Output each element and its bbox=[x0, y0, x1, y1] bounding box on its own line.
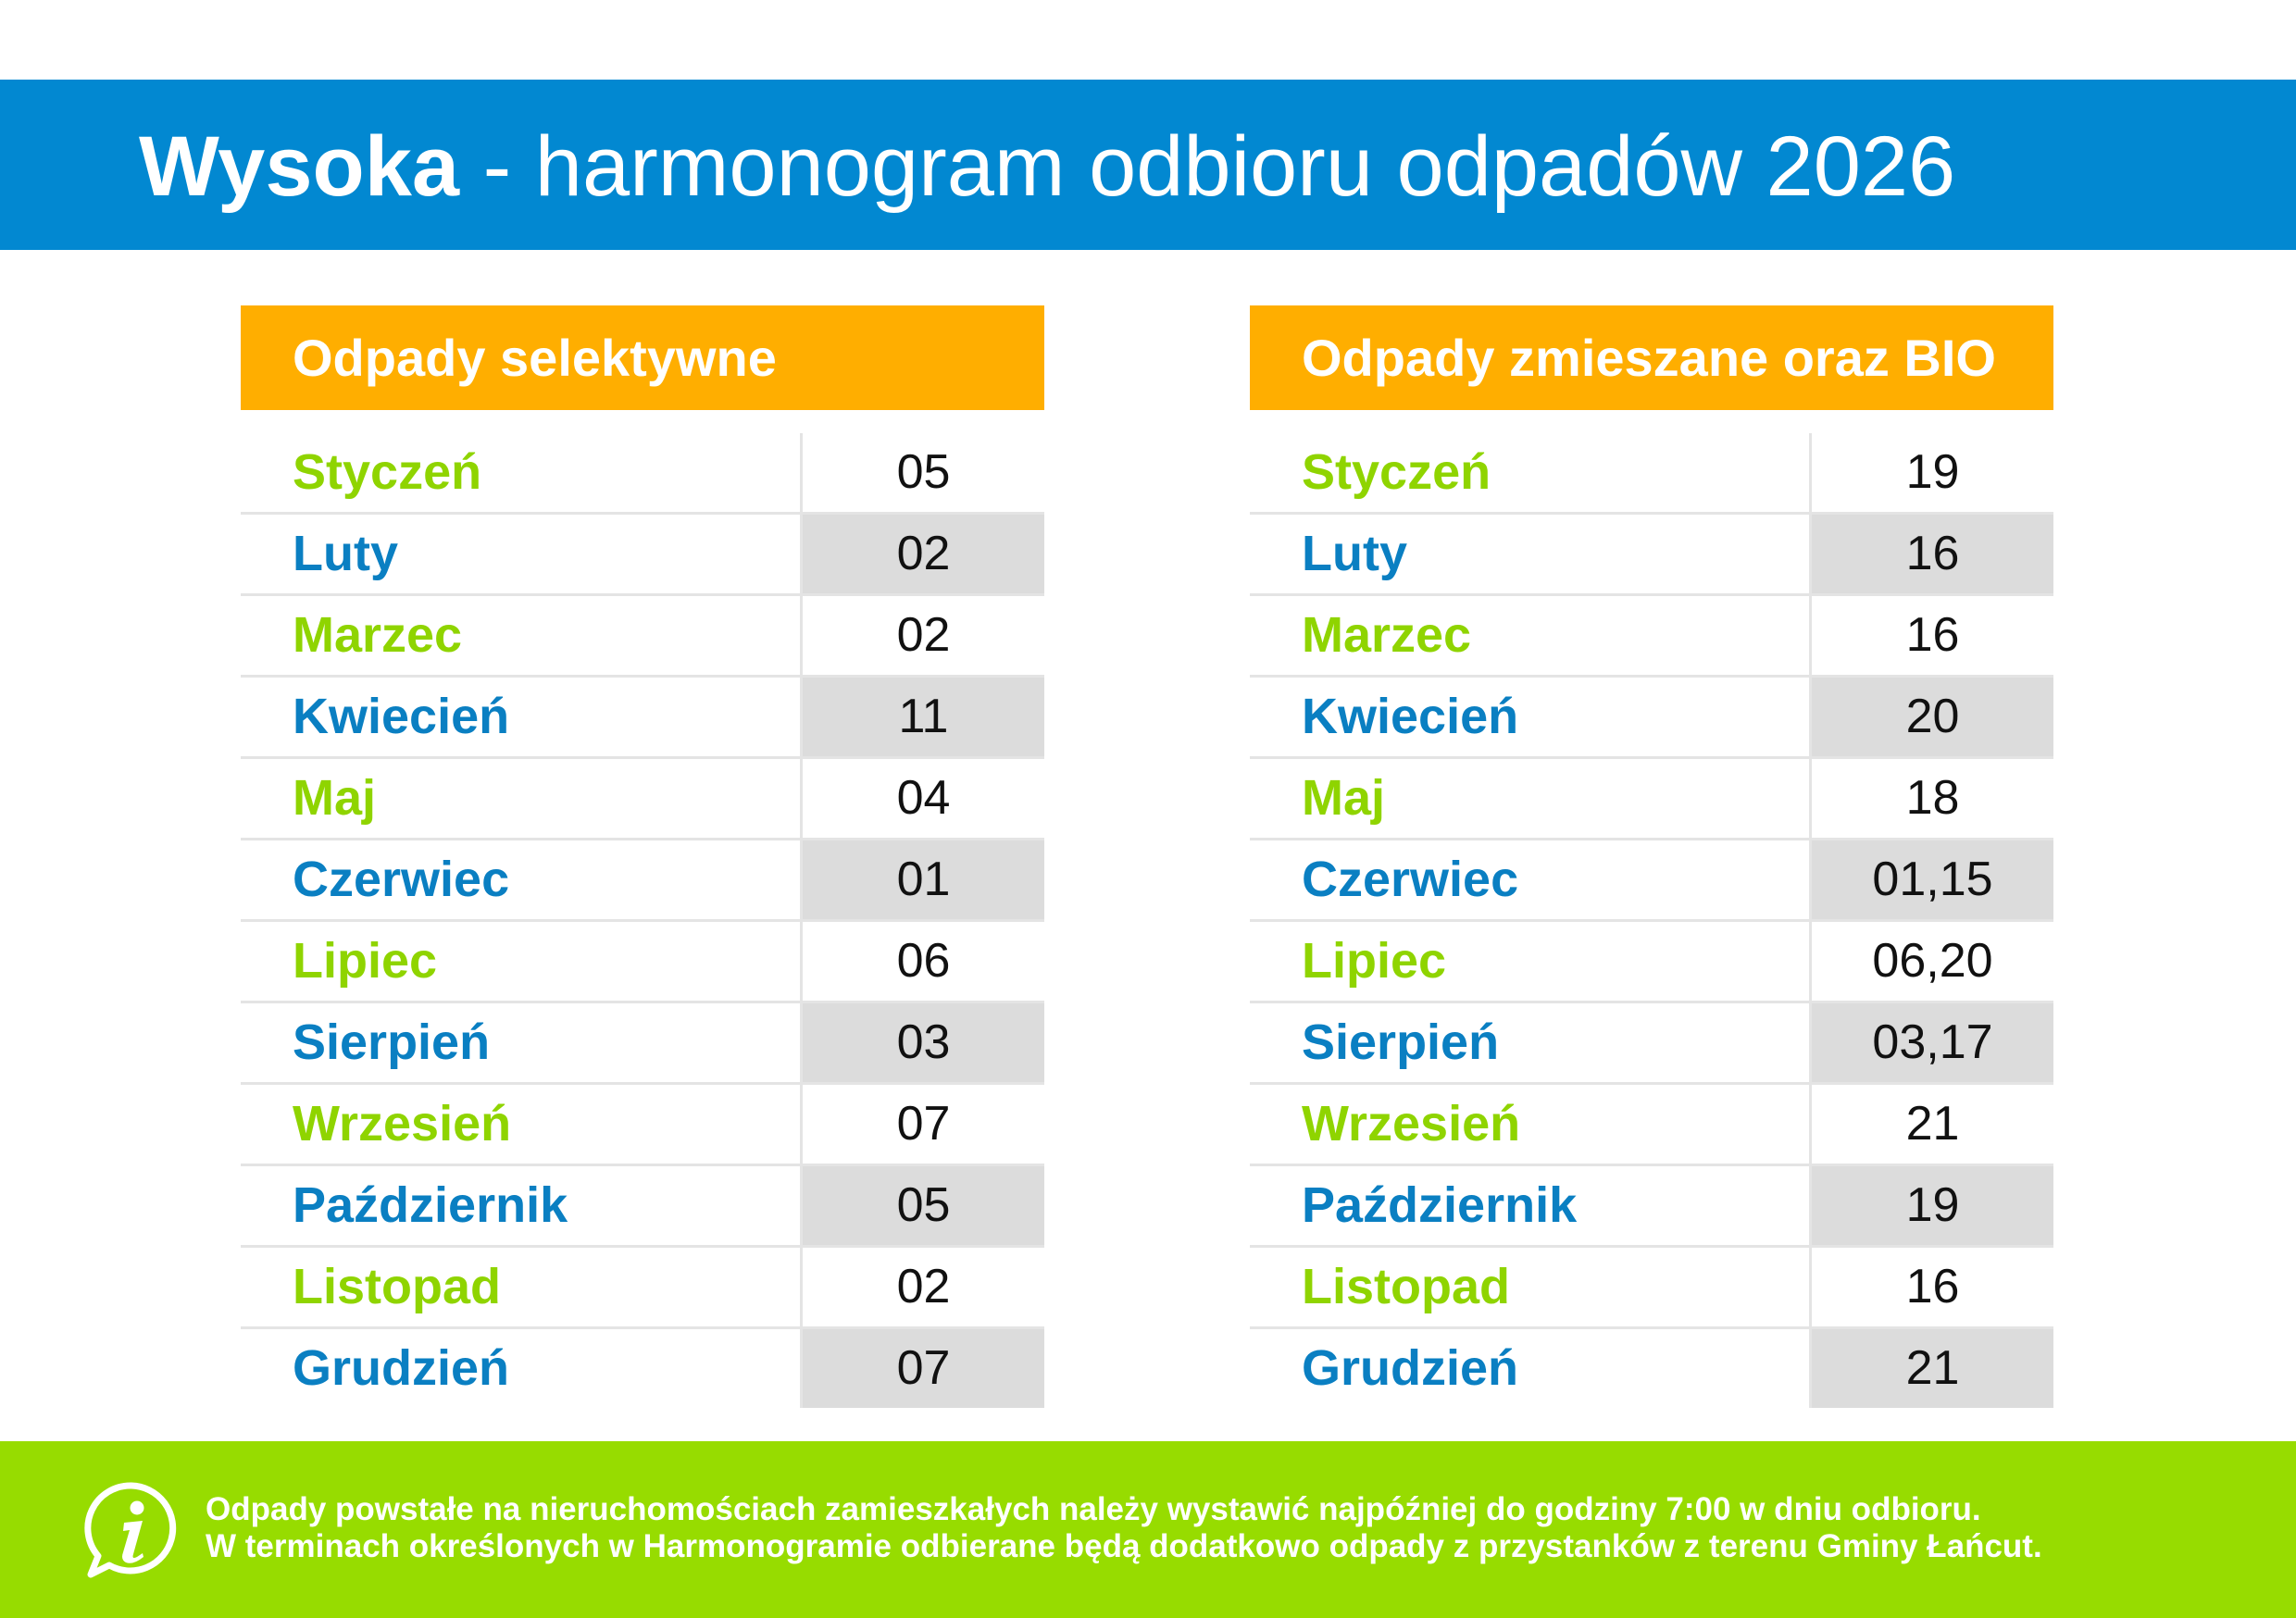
page-title-rest: - harmonogram odbioru odpadów 2026 bbox=[459, 119, 1956, 214]
month-cell: Maj bbox=[293, 770, 377, 826]
table-row: Marzec 02 bbox=[241, 596, 1044, 678]
date-cell: 21 bbox=[1809, 1329, 2053, 1408]
table-row: Styczeń 05 bbox=[241, 433, 1044, 515]
table-heading: Odpady selektywne bbox=[241, 305, 1044, 410]
month-cell: Grudzień bbox=[293, 1340, 510, 1396]
date-cell: 21 bbox=[1809, 1085, 2053, 1164]
table-row: Październik 05 bbox=[241, 1166, 1044, 1248]
month-cell: Luty bbox=[293, 526, 398, 581]
table-row: Styczeń 19 bbox=[1250, 433, 2053, 515]
table-row: Grudzień 21 bbox=[1250, 1329, 2053, 1408]
month-cell: Czerwiec bbox=[293, 852, 510, 907]
footer-note-line2: W terminach określonych w Harmonogramie … bbox=[206, 1528, 2042, 1564]
date-cell: 02 bbox=[800, 596, 1044, 675]
footer-band: Odpady powstałe na nieruchomościach zami… bbox=[0, 1441, 2296, 1618]
date-cell: 16 bbox=[1809, 596, 2053, 675]
date-cell: 04 bbox=[800, 759, 1044, 838]
date-cell: 20 bbox=[1809, 678, 2053, 756]
table-heading: Odpady zmieszane oraz BIO bbox=[1250, 305, 2053, 410]
table-row: Lipiec 06 bbox=[241, 922, 1044, 1003]
date-cell: 07 bbox=[800, 1085, 1044, 1164]
table-row: Czerwiec 01 bbox=[241, 840, 1044, 922]
table-row: Wrzesień 21 bbox=[1250, 1085, 2053, 1166]
table-row: Luty 16 bbox=[1250, 515, 2053, 596]
footer-note-line1: Odpady powstałe na nieruchomościach zami… bbox=[206, 1491, 1981, 1527]
date-cell: 02 bbox=[800, 1248, 1044, 1326]
month-cell: Styczeń bbox=[293, 444, 482, 500]
table-row: Wrzesień 07 bbox=[241, 1085, 1044, 1166]
table-row: Luty 02 bbox=[241, 515, 1044, 596]
month-cell: Październik bbox=[1302, 1177, 1578, 1233]
month-cell: Wrzesień bbox=[293, 1096, 512, 1151]
table-rows: Styczeń 05 Luty 02 Marzec 02 Kwiecień 11 Maj… bbox=[241, 433, 1044, 1408]
month-cell: Sierpień bbox=[1302, 1014, 1500, 1070]
month-cell: Marzec bbox=[1302, 607, 1472, 663]
month-cell: Kwiecień bbox=[1302, 689, 1519, 744]
date-cell: 19 bbox=[1809, 1166, 2053, 1245]
table-row: Lipiec 06,20 bbox=[1250, 922, 2053, 1003]
table-row: Kwiecień 11 bbox=[241, 678, 1044, 759]
date-cell: 03 bbox=[800, 1003, 1044, 1082]
date-cell: 07 bbox=[800, 1329, 1044, 1408]
month-cell: Lipiec bbox=[1302, 933, 1447, 989]
table-row: Sierpień 03 bbox=[241, 1003, 1044, 1085]
date-cell: 19 bbox=[1809, 433, 2053, 512]
date-cell: 05 bbox=[800, 433, 1044, 512]
month-cell: Styczeń bbox=[1302, 444, 1491, 500]
month-cell: Sierpień bbox=[293, 1014, 491, 1070]
table-row: Kwiecień 20 bbox=[1250, 678, 2053, 759]
table-zmieszane-bio: Odpady zmieszane oraz BIO Styczeń 19 Luty… bbox=[1250, 305, 2053, 1408]
title-band: Wysoka - harmonogram odbioru odpadów 202… bbox=[0, 80, 2296, 250]
table-row: Październik 19 bbox=[1250, 1166, 2053, 1248]
date-cell: 06 bbox=[800, 922, 1044, 1001]
month-cell: Maj bbox=[1302, 770, 1386, 826]
table-row: Grudzień 07 bbox=[241, 1329, 1044, 1408]
table-row: Maj 04 bbox=[241, 759, 1044, 840]
month-cell: Wrzesień bbox=[1302, 1096, 1521, 1151]
date-cell: 11 bbox=[800, 678, 1044, 756]
month-cell: Czerwiec bbox=[1302, 852, 1519, 907]
table-row: Maj 18 bbox=[1250, 759, 2053, 840]
table-row: Marzec 16 bbox=[1250, 596, 2053, 678]
date-cell: 01,15 bbox=[1809, 840, 2053, 919]
date-cell: 02 bbox=[800, 515, 1044, 593]
page-title-location: Wysoka bbox=[139, 119, 460, 214]
table-row: Listopad 02 bbox=[241, 1248, 1044, 1329]
date-cell: 18 bbox=[1809, 759, 2053, 838]
page-title: Wysoka - harmonogram odbioru odpadów 202… bbox=[139, 124, 1955, 209]
info-icon bbox=[84, 1482, 177, 1578]
month-cell: Kwiecień bbox=[293, 689, 510, 744]
date-cell: 16 bbox=[1809, 1248, 2053, 1326]
month-cell: Lipiec bbox=[293, 933, 438, 989]
date-cell: 06,20 bbox=[1809, 922, 2053, 1001]
footer-note: Odpady powstałe na nieruchomościach zami… bbox=[206, 1491, 2042, 1565]
table-row: Czerwiec 01,15 bbox=[1250, 840, 2053, 922]
month-cell: Luty bbox=[1302, 526, 1407, 581]
date-cell: 03,17 bbox=[1809, 1003, 2053, 1082]
table-row: Sierpień 03,17 bbox=[1250, 1003, 2053, 1085]
month-cell: Październik bbox=[293, 1177, 568, 1233]
month-cell: Grudzień bbox=[1302, 1340, 1519, 1396]
month-cell: Listopad bbox=[1302, 1259, 1510, 1314]
date-cell: 01 bbox=[800, 840, 1044, 919]
month-cell: Listopad bbox=[293, 1259, 501, 1314]
table-selektywne: Odpady selektywne Styczeń 05 Luty 02 Marze… bbox=[241, 305, 1044, 1408]
table-rows: Styczeń 19 Luty 16 Marzec 16 Kwiecień 20 Maj… bbox=[1250, 433, 2053, 1408]
date-cell: 16 bbox=[1809, 515, 2053, 593]
table-row: Listopad 16 bbox=[1250, 1248, 2053, 1329]
month-cell: Marzec bbox=[293, 607, 463, 663]
date-cell: 05 bbox=[800, 1166, 1044, 1245]
